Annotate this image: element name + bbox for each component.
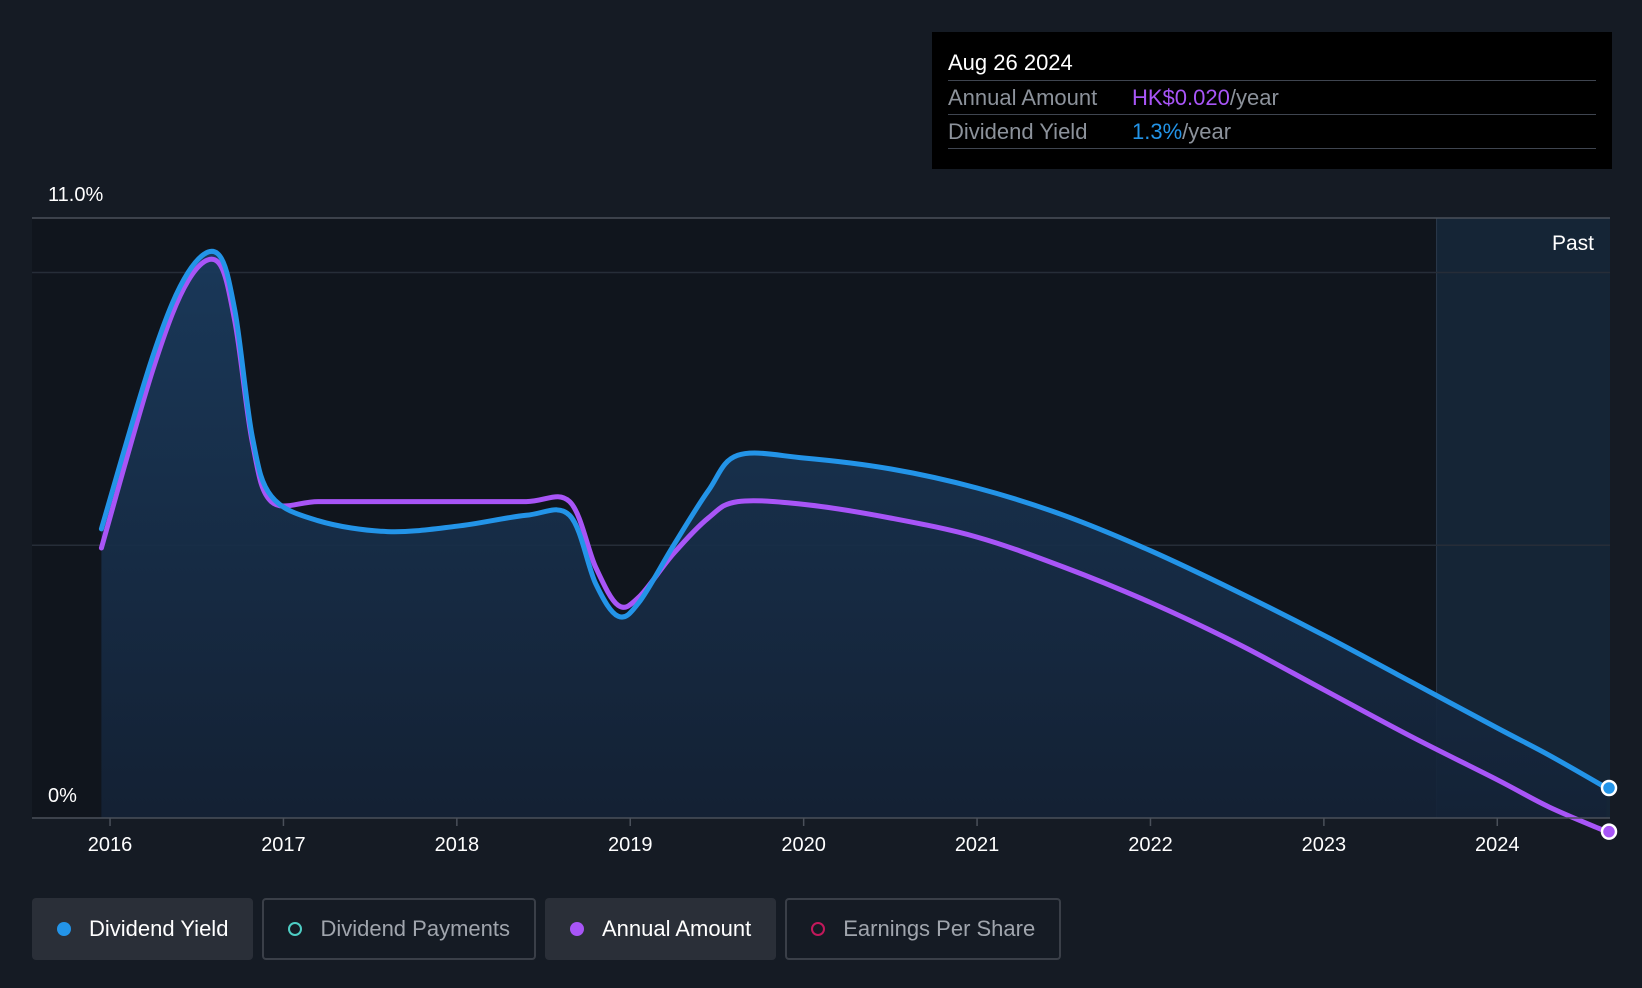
tooltip: Aug 26 2024 Annual Amount HK$0.020 /year… [932, 32, 1612, 169]
x-tick-label: 2019 [608, 834, 653, 856]
legend-item-earnings-per-share[interactable]: Earnings Per Share [785, 898, 1062, 960]
x-tick-label: 2023 [1302, 834, 1347, 856]
tooltip-value: HK$0.020 [1132, 85, 1230, 110]
legend: Dividend Yield Dividend Payments Annual … [32, 898, 1062, 960]
filled-dot-icon [569, 922, 584, 936]
x-tick-label: 2016 [88, 834, 133, 856]
y-axis-top-label: 11.0% [48, 184, 103, 206]
hollow-dot-icon [811, 922, 826, 936]
legend-label: Dividend Yield [89, 916, 229, 941]
x-tick-label: 2020 [781, 834, 826, 856]
legend-label: Annual Amount [601, 916, 752, 941]
legend-item-dividend-yield[interactable]: Dividend Yield [32, 898, 254, 960]
legend-label: Earnings Per Share [843, 916, 1036, 941]
tooltip-date: Aug 26 2024 [948, 50, 1073, 75]
x-tick-label: 2024 [1475, 834, 1520, 856]
tooltip-row-annual-amount: Annual Amount HK$0.020 /year [948, 80, 1596, 114]
x-tick-label: 2021 [955, 834, 1000, 856]
legend-item-dividend-payments[interactable]: Dividend Payments [262, 898, 536, 960]
x-tick-label: 2022 [1128, 834, 1173, 856]
legend-item-annual-amount[interactable]: Annual Amount [544, 898, 777, 960]
past-label: Past [1552, 232, 1594, 255]
series-line-dividend-yield [98, 248, 1609, 791]
x-tick-label: 2017 [261, 834, 306, 856]
x-tick-label: 2018 [435, 834, 480, 856]
tooltip-value: 1.3% [1132, 119, 1183, 144]
series-endpoint-marker [1600, 823, 1618, 840]
tooltip-unit: /year [1182, 119, 1232, 144]
tooltip-label: Annual Amount [948, 85, 1098, 110]
y-axis-bottom-label: 0% [48, 785, 77, 807]
tooltip-unit: /year [1229, 85, 1279, 110]
legend-label: Dividend Payments [320, 916, 510, 941]
tooltip-label: Dividend Yield [948, 119, 1088, 144]
yield-area [101, 251, 1607, 818]
hollow-dot-icon [288, 922, 303, 936]
tooltip-row-dividend-yield: Dividend Yield 1.3% /year [948, 114, 1596, 149]
filled-dot-icon [57, 922, 71, 936]
series-endpoint-marker [1600, 779, 1618, 797]
